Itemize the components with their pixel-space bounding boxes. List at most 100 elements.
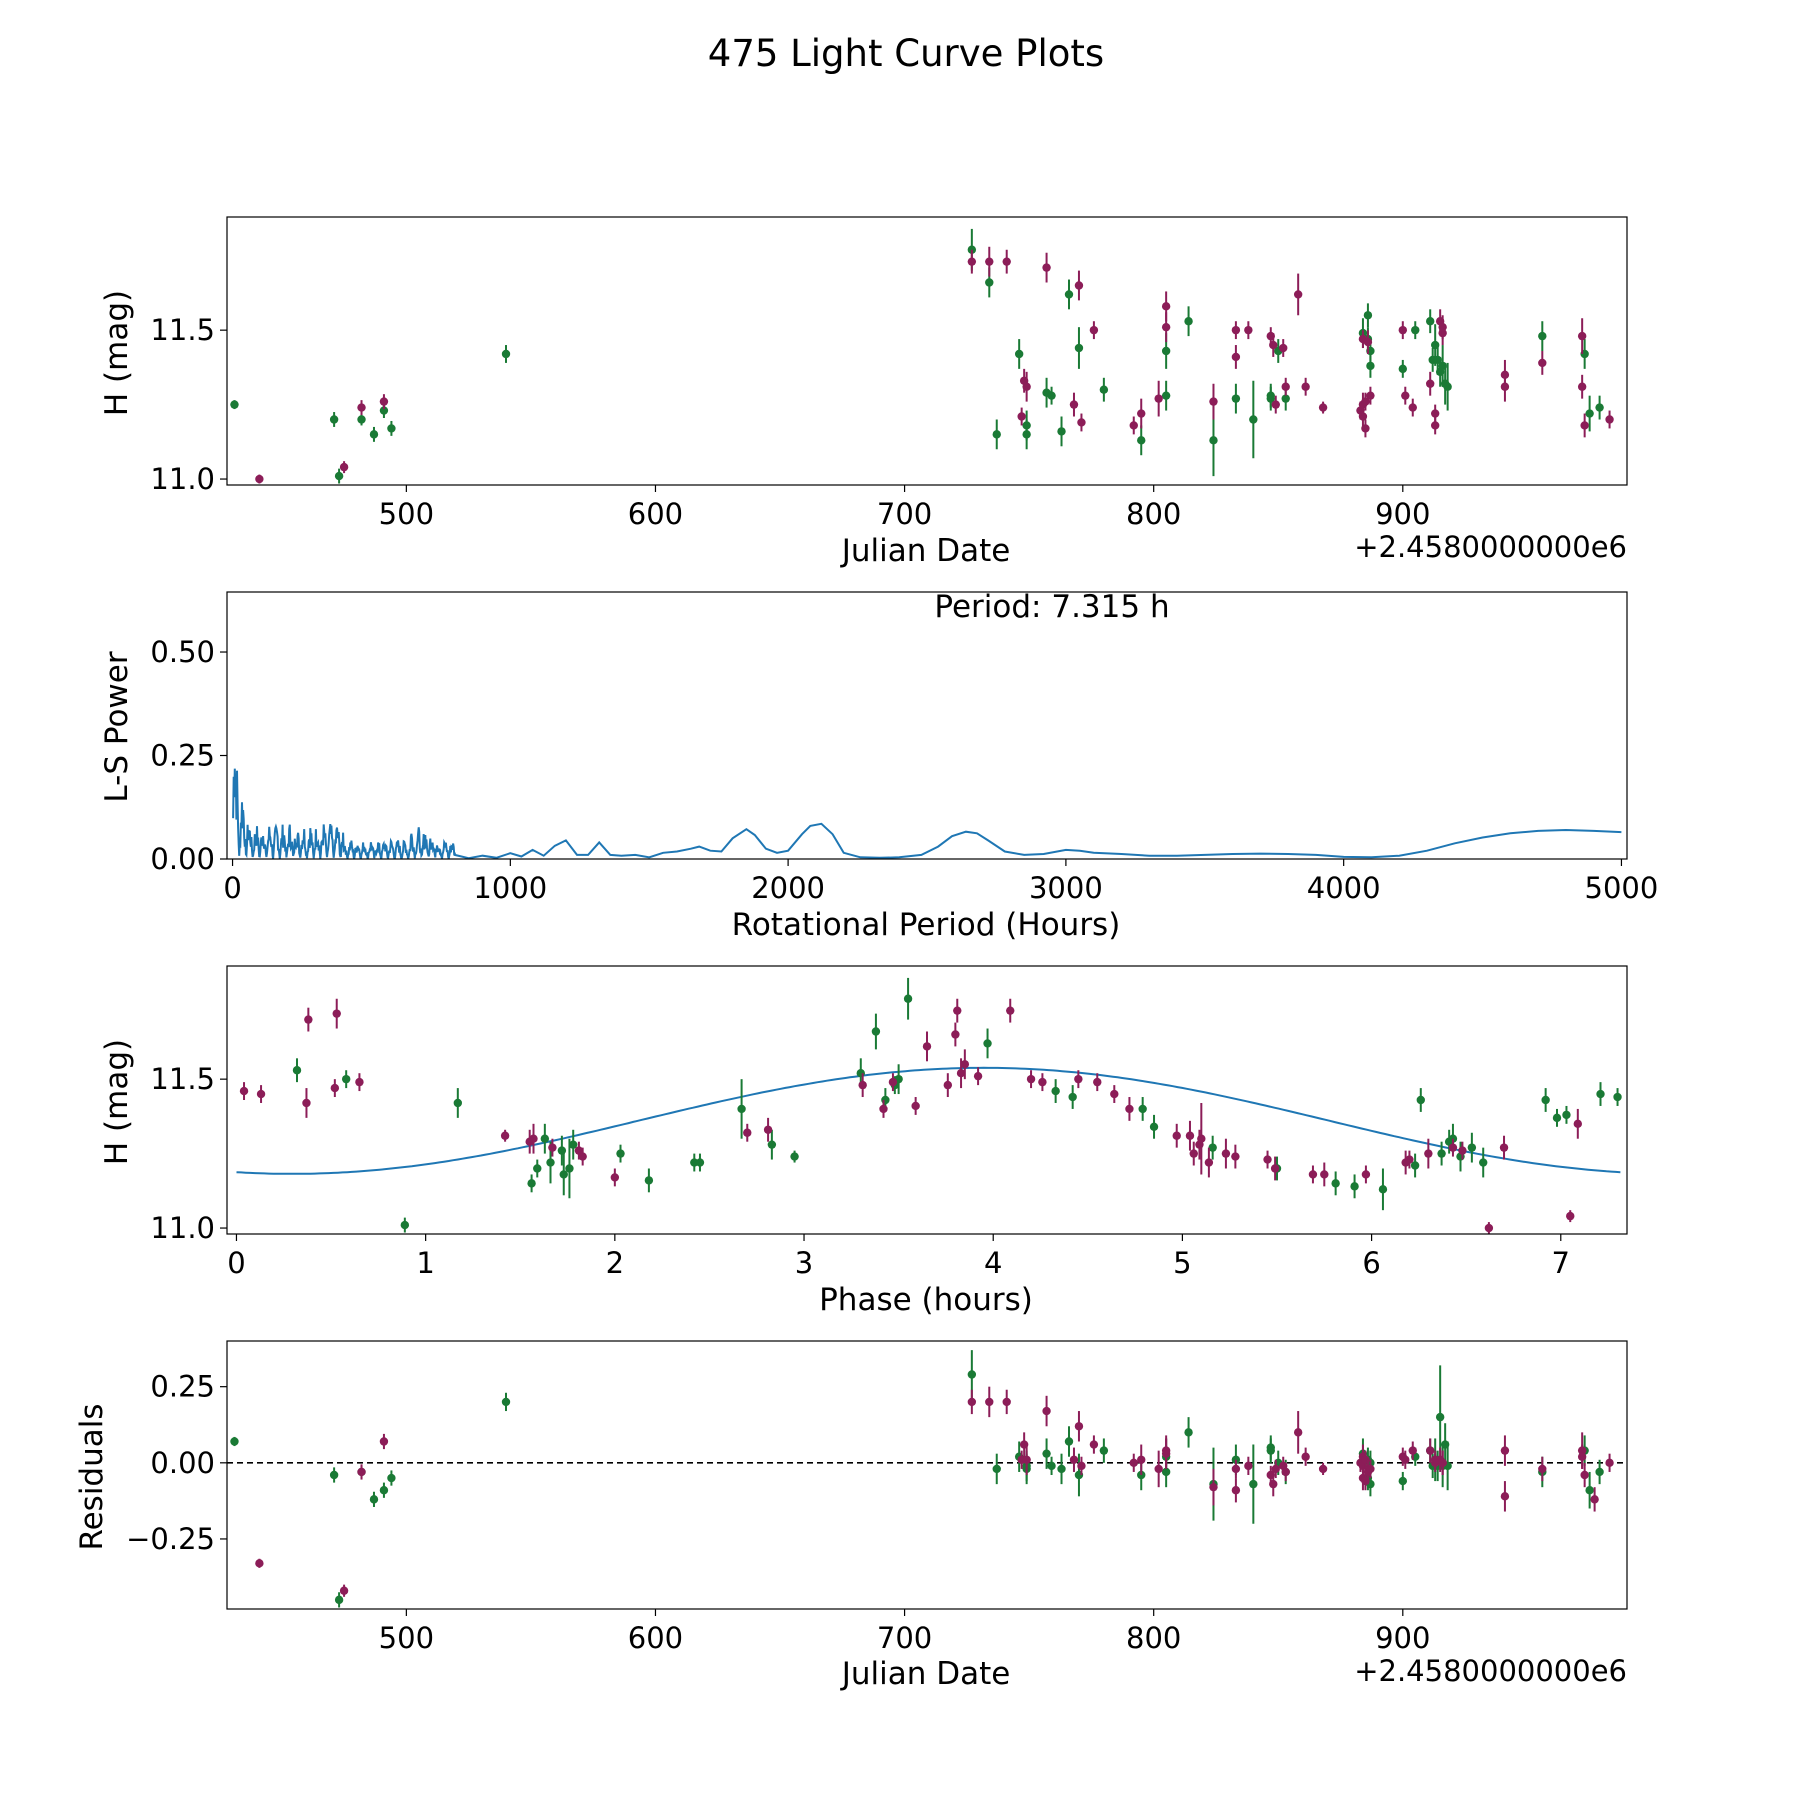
lightcurve-band_a-point [1161,391,1171,400]
phased-band_a-point [557,1146,567,1155]
lightcurve-xtick-label: 600 [628,497,683,531]
periodogram-line [232,768,1622,859]
residuals-band_b-point [1605,1458,1614,1468]
phased-band_a-point [533,1164,542,1173]
lightcurve-band_a-point [1595,403,1604,412]
phased-band_a-point [1208,1143,1217,1152]
residuals-band_b-point [1231,1464,1241,1474]
phased-band_b-point [1185,1131,1195,1140]
phased-band_a-point [881,1095,890,1105]
residuals-band_b-point [1401,1455,1410,1464]
lightcurve-band_b-point [985,257,994,266]
lightcurve-band_b-point [1279,343,1288,353]
lightcurve-band_a-point [1047,391,1056,400]
phased-band_a-point [1331,1179,1340,1188]
lightcurve-band_a-point [1363,311,1373,320]
residuals-band_b-point [1042,1406,1051,1416]
lightcurve-band_b-point [1129,421,1138,430]
residuals-xtick-label: 500 [379,1621,434,1655]
phased-band_a-point [1051,1086,1060,1096]
residuals-band_b-point [1244,1461,1253,1471]
lightcurve-band_a-point [1281,394,1290,403]
phased-band_a-point [1479,1158,1488,1167]
residuals-band_b-point [339,1586,349,1595]
residuals-band_a-point [1047,1461,1056,1471]
residuals-plot-area [227,1350,1627,1608]
lightcurve-band_b-point [1363,337,1373,347]
residuals-band_b-point [1500,1446,1510,1455]
lightcurve-band_a-point [1161,346,1171,356]
lightcurve-xlabel: Julian Date [840,533,1011,569]
residuals-band_a-point [1435,1412,1445,1422]
periodogram-frame [226,591,1628,860]
residuals-band_a-point [369,1495,379,1504]
lightcurve-ytick-label: 11.0 [150,462,215,496]
residuals-xtick-label: 800 [1126,1621,1181,1655]
phased-band_b-point [1361,1170,1371,1179]
lightcurve-band_a-point [1099,385,1109,394]
phased-band_b-point [953,1006,962,1015]
residuals-band_a-point [230,1437,239,1446]
phased-band_b-point [332,1009,341,1018]
residuals-band_b-point [1077,1461,1086,1471]
phased-band_a-point [546,1158,555,1167]
residuals-band_a-point [379,1486,389,1495]
lightcurve-band_b-point [1069,400,1079,409]
lightcurve-ylabel: H (mag) [99,290,135,416]
phased-band_a-point [1596,1089,1605,1099]
residuals-band_b-point [1318,1464,1328,1474]
periodogram-plot-area [232,768,1622,859]
periodogram-xtick-label: 5000 [1585,871,1659,905]
phased-band_b-point [973,1071,983,1081]
lightcurve-band_b-point [1408,403,1417,412]
phased-ylabel: H (mag) [99,1039,135,1165]
periodogram-ytick-label: 0.25 [150,739,215,773]
residuals-band_b-point [255,1559,264,1568]
lightcurve-band_b-point [1244,325,1253,335]
residuals-band_b-point [1022,1455,1031,1464]
phased-band_b-point [951,1030,960,1039]
phased-band_a-point [737,1104,746,1114]
periodogram-ylabel: L-S Power [99,651,135,802]
periodogram-xtick-label: 1000 [473,871,547,905]
residuals-band_a-point [1057,1464,1066,1474]
phased-band_b-point [256,1089,266,1099]
lightcurve-band_a-point [1585,409,1594,418]
phased-band_b-point [911,1101,920,1111]
residuals-band_a-point [992,1464,1001,1474]
residuals-panel: Julian Date Residuals +2.4580000000e6 50… [74,1340,1628,1692]
lightcurve-band_b-point [1577,382,1587,391]
lightcurve-offset-text: +2.4580000000e6 [1354,530,1627,564]
residuals-band_a-point [1585,1486,1594,1495]
lightcurve-band_b-point [1430,409,1440,418]
phased-band_b-point [1424,1149,1433,1158]
phased-band_b-point [1308,1170,1318,1179]
phased-band_a-point [1437,1149,1446,1158]
periodogram-xlabel: Rotational Period (Hours) [732,907,1121,943]
lightcurve-band_b-point [1022,382,1031,391]
periodogram-ytick-label: 0.00 [150,842,215,876]
residuals-band_b-point [1161,1449,1171,1458]
lightcurve-band_b-point [1231,325,1241,335]
phased-band_b-point [529,1134,538,1143]
phased-band_b-point [304,1015,313,1024]
phased-band_b-point [1484,1223,1494,1233]
lightcurve-band_b-point [967,257,977,266]
phased-band_a-point [790,1152,799,1161]
residuals-band_b-point [1002,1397,1011,1407]
residuals-xtick-label: 700 [877,1621,932,1655]
phased-band_b-point [1231,1152,1240,1161]
residuals-ytick-label: 0.00 [150,1446,215,1480]
periodogram-xtick-label: 0 [223,871,241,905]
phased-band_a-point [400,1220,410,1230]
phased-band_a-point [540,1134,550,1143]
lightcurve-band_a-point [387,424,396,433]
phased-band_b-point [1263,1155,1272,1164]
phased-band_b-point [1074,1074,1083,1084]
phased-band_b-point [1197,1134,1206,1143]
phased-plot-area [236,977,1622,1234]
lightcurve-band_a-point [1366,361,1375,371]
residuals-band_a-point [334,1595,344,1605]
residuals-band_b-point [1366,1464,1375,1474]
